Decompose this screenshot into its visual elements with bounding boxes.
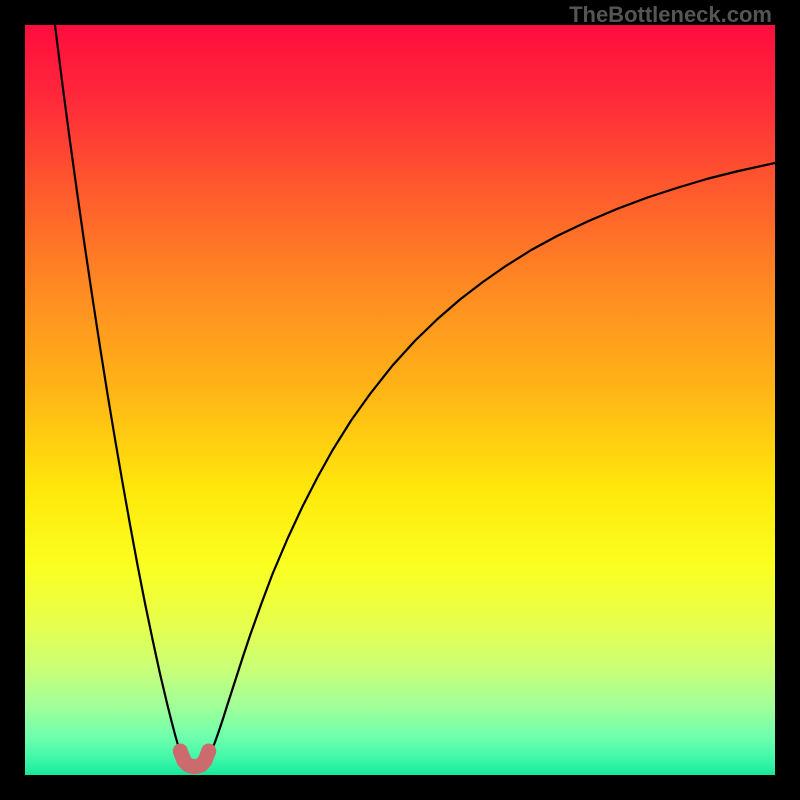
- watermark-text: TheBottleneck.com: [569, 2, 772, 28]
- plot-area: [25, 25, 775, 775]
- chart-svg: [25, 25, 775, 775]
- optimal-region-marker: [180, 751, 209, 766]
- bottleneck-curve: [55, 25, 775, 765]
